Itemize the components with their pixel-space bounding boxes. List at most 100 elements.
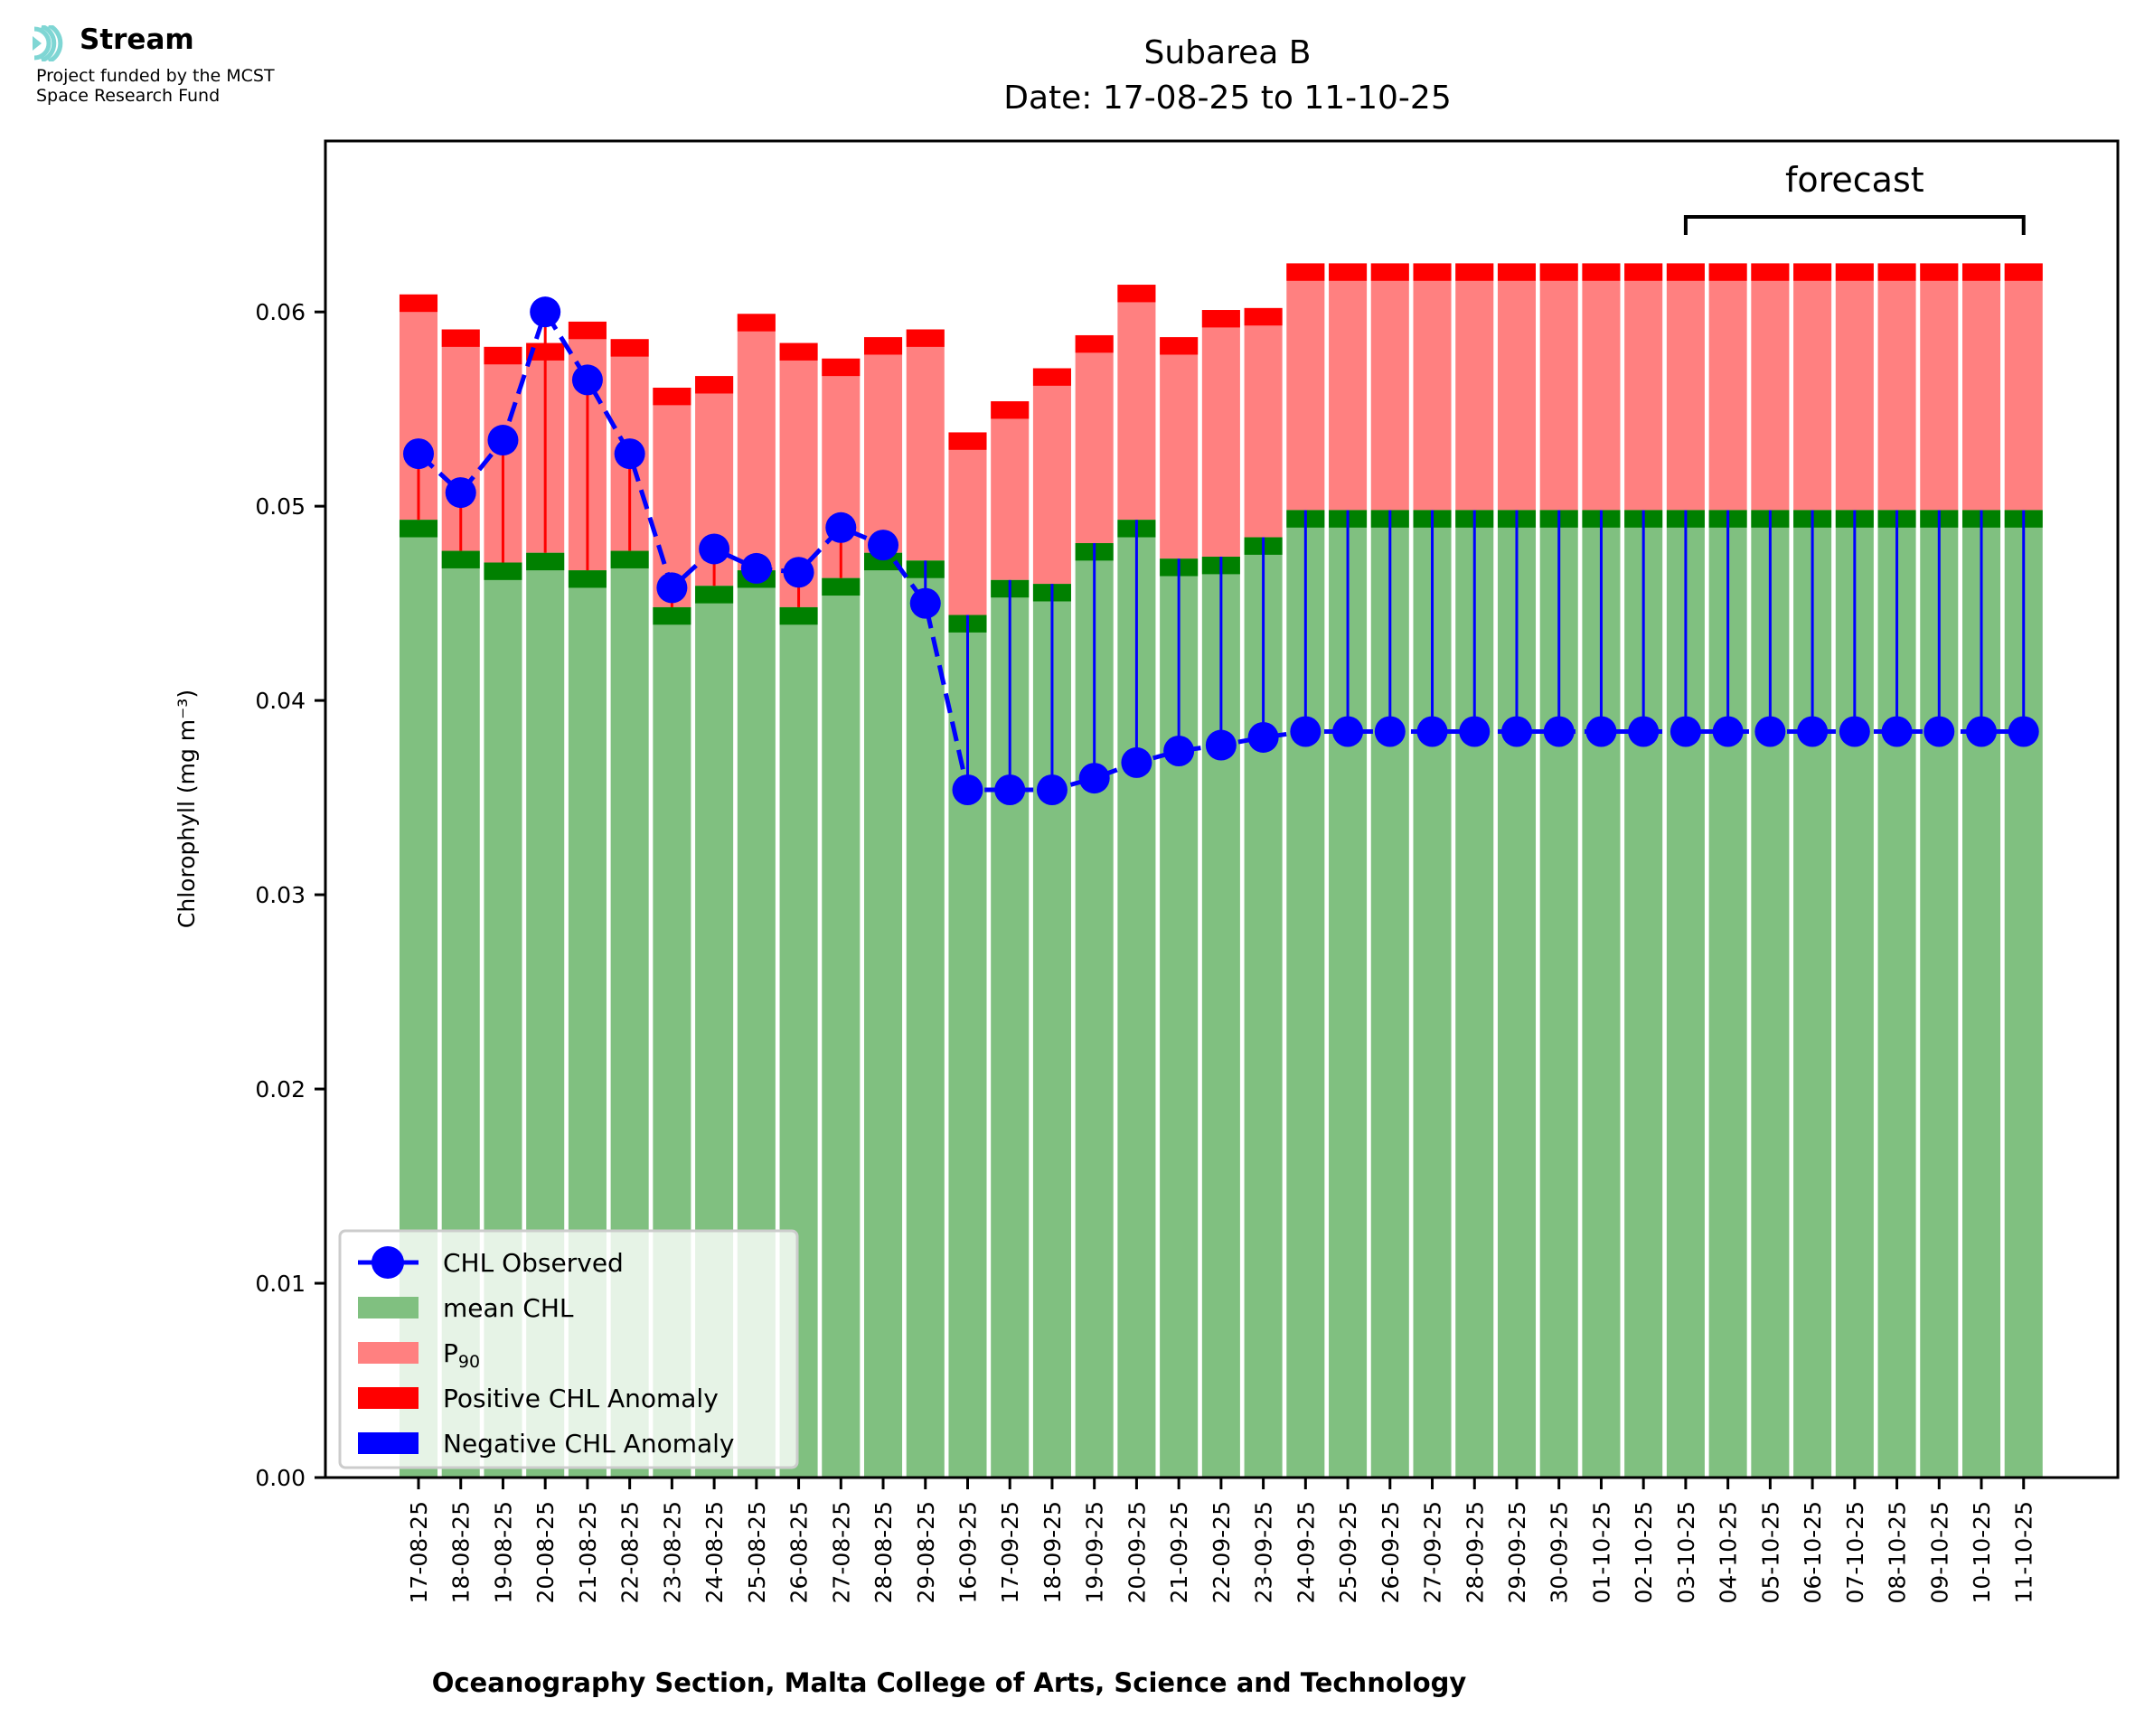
y-tick-label: 0.00 (255, 1465, 306, 1491)
p90-band (1835, 263, 1874, 281)
p90-bar (1075, 334, 1114, 543)
mean-band (779, 606, 818, 625)
axes-frame (324, 139, 2120, 1479)
logo-subtitle-line1: Project funded by the MCST (36, 66, 275, 86)
observed-point (487, 425, 519, 456)
x-tick-label: 23-08-25 (659, 1501, 685, 1603)
p90-bar (1117, 285, 1156, 521)
x-tick-label: 29-09-25 (1504, 1501, 1530, 1603)
observed-point (825, 511, 857, 543)
p90-bar (1032, 368, 1071, 585)
observed-point (1163, 736, 1195, 767)
x-tick-label: 25-08-25 (744, 1501, 770, 1603)
p90-bar (948, 432, 987, 615)
mean-bar (864, 552, 903, 1478)
mean-band (526, 552, 565, 571)
observed-point (1290, 716, 1322, 747)
x-axis: 17-08-25 18-08-25 19-08-25 20-08-25 21-08-25… (406, 1478, 2037, 1603)
observed-point (1712, 716, 1744, 747)
p90-bar (737, 314, 776, 571)
observed-point (2008, 716, 2039, 747)
logo-subtitle-line2: Space Research Fund (36, 86, 221, 106)
p90-band (737, 314, 776, 332)
p90-band (948, 432, 987, 450)
x-tick-label: 21-09-25 (1166, 1501, 1192, 1603)
stream-logo-icon (33, 25, 63, 61)
logo-subtitle: Project funded by the MCST Space Researc… (36, 66, 275, 106)
p90-band (1160, 337, 1199, 355)
bars-group (399, 263, 2043, 1478)
p90-band (779, 343, 818, 361)
p90-bar (991, 401, 1030, 580)
p90-bar (1708, 263, 1747, 511)
x-tick-label: 19-08-25 (490, 1501, 516, 1603)
observed-point (1078, 763, 1110, 794)
p90-band (1244, 307, 1283, 326)
p90-band (864, 337, 903, 355)
p90-band (1920, 263, 1959, 281)
legend-label: Positive CHL Anomaly (443, 1384, 719, 1413)
x-tick-label: 17-09-25 (997, 1501, 1023, 1603)
observed-point (571, 364, 603, 396)
x-tick-label: 09-10-25 (1926, 1501, 1952, 1603)
forecast-label: forecast (1785, 160, 1924, 200)
p90-band (1624, 263, 1663, 281)
observed-point (1670, 716, 1701, 747)
y-axis: 0.00 0.01 0.02 0.03 0.04 0.05 0.06 (255, 299, 325, 1491)
mean-bar (906, 560, 945, 1478)
x-tick-label: 18-09-25 (1039, 1501, 1066, 1603)
y-tick-label: 0.01 (255, 1271, 306, 1297)
mean-band (441, 550, 480, 568)
x-tick-label: 26-08-25 (786, 1501, 813, 1603)
x-tick-label: 11-10-25 (2011, 1501, 2037, 1603)
x-tick-label: 10-10-25 (1969, 1501, 1995, 1603)
p90-band (1877, 263, 1916, 281)
observed-point (1924, 716, 1955, 747)
legend-label-subscript: 90 (458, 1352, 480, 1372)
p90-band (1751, 263, 1790, 281)
p90-band (568, 321, 607, 340)
mean-band (695, 586, 734, 604)
p90-band (1961, 263, 2001, 281)
x-tick-label: 18-08-25 (448, 1501, 475, 1603)
x-tick-label: 03-10-25 (1673, 1501, 1699, 1603)
y-axis-label: Chlorophyll (mg m⁻³) (174, 690, 200, 928)
observed-point (445, 477, 476, 509)
y-tick-label: 0.03 (255, 882, 306, 908)
p90-bar (864, 337, 903, 553)
observed-point (1332, 716, 1364, 747)
observed-point (1543, 716, 1575, 747)
p90-bar (2004, 263, 2043, 511)
x-tick-label: 08-10-25 (1885, 1501, 1911, 1603)
observed-point (1416, 716, 1448, 747)
p90-band (1075, 334, 1114, 353)
observed-point (994, 774, 1026, 806)
x-tick-label: 30-09-25 (1547, 1501, 1573, 1603)
mean-band (484, 562, 522, 580)
x-tick-label: 22-09-25 (1209, 1501, 1235, 1603)
observed-point (868, 530, 899, 561)
observed-point (530, 296, 561, 328)
p90-band (399, 294, 438, 313)
legend-patch-swatch (358, 1297, 419, 1318)
chart-title: Subarea B (1144, 34, 1312, 71)
observed-point (1500, 716, 1532, 747)
p90-band (1455, 263, 1494, 281)
x-tick-label: 21-08-25 (575, 1501, 601, 1603)
p90-bar (1497, 263, 1537, 511)
y-tick-label: 0.05 (255, 493, 306, 520)
mean-band (864, 552, 903, 571)
y-tick-label: 0.02 (255, 1076, 306, 1103)
p90-band (1497, 263, 1537, 281)
x-tick-label: 07-10-25 (1842, 1501, 1868, 1603)
logo-title: Stream (80, 23, 194, 56)
x-tick-label: 06-10-25 (1800, 1501, 1826, 1603)
p90-band (1666, 263, 1705, 281)
x-tick-label: 25-09-25 (1335, 1501, 1361, 1603)
p90-bar (653, 388, 691, 607)
p90-bar (1370, 263, 1409, 511)
x-tick-label: 26-09-25 (1378, 1501, 1404, 1603)
observed-point (1205, 729, 1237, 761)
x-tick-label: 20-09-25 (1124, 1501, 1150, 1603)
